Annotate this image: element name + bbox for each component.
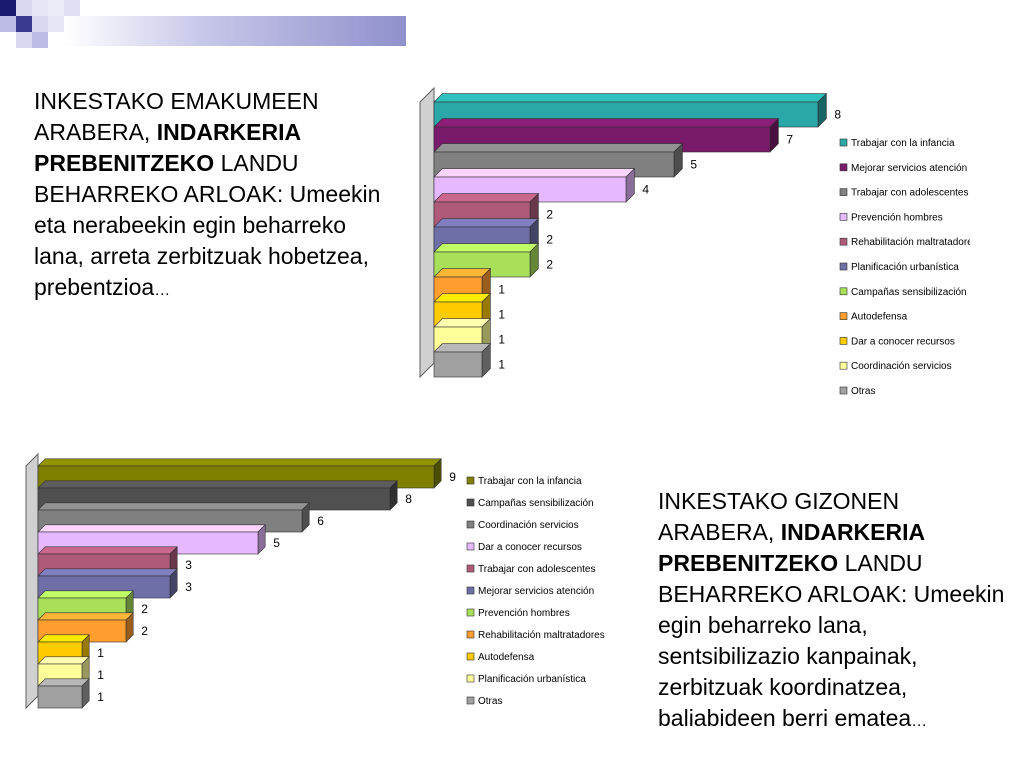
legend-swatch-7 — [466, 608, 475, 617]
value-label-1: 9 — [449, 470, 456, 484]
legend-item-7: Campañas sensibilización — [851, 287, 967, 298]
legend-swatch-6 — [466, 586, 475, 595]
chart-wall — [25, 452, 39, 710]
value-label-6: 2 — [546, 233, 553, 247]
legend-swatch-5 — [466, 564, 475, 573]
bar-11 — [37, 678, 90, 709]
legend-item-11: Otras — [851, 386, 875, 397]
decor-square-lavender-9 — [48, 16, 64, 32]
legend-swatch-3 — [839, 188, 848, 196]
legend-item-6: Mejorar servicios atención — [478, 586, 594, 597]
legend-item-5: Trabajar con adolescentes — [478, 564, 595, 575]
legend-item-7: Prevención hombres — [478, 608, 570, 619]
value-label-2: 8 — [405, 492, 412, 506]
legend-swatch-11 — [839, 386, 848, 395]
legend-swatch-8 — [839, 312, 848, 320]
men-text-ellipsis: … — [911, 713, 928, 730]
legend-swatch-3 — [466, 520, 475, 529]
legend-item-11: Otras — [478, 696, 502, 707]
legend-item-8: Autodefensa — [851, 312, 908, 323]
legend-item-9: Dar a conocer recursos — [851, 336, 955, 347]
value-label-10: 1 — [97, 668, 104, 682]
value-label-11: 1 — [97, 690, 104, 704]
value-label-7: 2 — [141, 602, 148, 616]
bar-11 — [433, 342, 492, 378]
decor-square-lavender-4 — [32, 16, 48, 32]
legend-item-2: Campañas sensibilización — [478, 498, 594, 509]
women-text-bold: INDARKERIA PREBENITZEKO — [34, 119, 301, 176]
decor-square-lavender-2 — [0, 16, 16, 32]
decor-square-lavender-1 — [16, 0, 32, 16]
value-label-11: 1 — [498, 358, 505, 372]
chart-wall — [419, 86, 435, 379]
value-label-1: 8 — [834, 108, 841, 122]
legend-swatch-10 — [839, 361, 848, 370]
value-label-8: 1 — [498, 283, 505, 297]
value-label-5: 2 — [546, 208, 553, 222]
men-bar-chart: 9 8 6 5 3 3 2 2 1 1 1 Trabajar con la infancia Campa… — [25, 452, 605, 710]
decor-square-lavender-7 — [32, 32, 48, 48]
men-survey-text: INKESTAKO GIZONEN ARABERA, INDARKERIA PR… — [658, 486, 1008, 737]
legend-swatch-9 — [839, 337, 848, 345]
legend-swatch-2 — [466, 498, 475, 507]
legend-swatch-6 — [839, 262, 848, 271]
legend-item-10: Planificación urbanística — [478, 674, 586, 685]
legend-item-10: Coordinación servicios — [851, 361, 952, 372]
decor-square-lavender-6 — [48, 0, 64, 16]
value-label-2: 7 — [786, 133, 793, 147]
value-label-3: 5 — [690, 158, 697, 172]
value-label-4: 5 — [273, 536, 280, 550]
legend-item-3: Coordinación servicios — [478, 520, 579, 531]
legend-item-5: Rehabilitación maltratadores — [851, 237, 970, 248]
legend-swatch-2 — [839, 163, 848, 172]
legend-swatch-5 — [839, 237, 848, 246]
legend-swatch-1 — [839, 138, 848, 147]
men-text-part1: INKESTAKO GIZONEN ARABERA, — [658, 488, 900, 545]
value-label-9: 1 — [498, 308, 505, 322]
women-text-part1: INKESTAKO EMAKUMEEN ARABERA, — [34, 88, 319, 145]
legend-item-8: Rehabilitación maltratadores — [478, 630, 605, 641]
decor-square-navy-2 — [16, 16, 32, 32]
value-label-6: 3 — [185, 580, 192, 594]
value-label-4: 4 — [642, 183, 649, 197]
decor-square-navy — [0, 0, 16, 16]
women-text-ellipsis: … — [154, 282, 171, 299]
value-label-3: 6 — [317, 514, 324, 528]
legend-swatch-9 — [466, 652, 475, 661]
value-label-8: 2 — [141, 624, 148, 638]
value-label-9: 1 — [97, 646, 104, 660]
men-text-bold: INDARKERIA PREBENITZEKO — [658, 519, 925, 576]
legend-item-2: Mejorar servicios atención — [851, 163, 967, 174]
legend-item-4: Prevención hombres — [851, 212, 943, 223]
legend-item-4: Dar a conocer recursos — [478, 542, 582, 553]
women-text-part2: LANDU BEHARREKO ARLOAK: Umeekin eta nera… — [34, 150, 381, 300]
legend-item-3: Trabajar con adolescentes — [851, 188, 968, 199]
legend-swatch-7 — [839, 287, 848, 296]
value-label-5: 3 — [185, 558, 192, 572]
legend-swatch-4 — [466, 542, 475, 551]
legend-swatch-11 — [466, 696, 475, 705]
decor-top-bar — [64, 16, 406, 46]
legend-item-6: Planificación urbanística — [851, 262, 959, 273]
value-label-7: 2 — [546, 258, 553, 272]
decor-square-lavender-5 — [16, 32, 32, 48]
bar-2 — [433, 117, 780, 153]
legend-item-1: Trabajar con la infancia — [851, 138, 955, 149]
decor-square-lavender-8 — [64, 0, 80, 16]
legend-item-1: Trabajar con la infancia — [478, 476, 582, 487]
legend-swatch-4 — [839, 213, 848, 221]
women-bar-chart: 8 7 5 4 2 2 2 1 1 1 1 Trabajar con la infancia Mejor… — [419, 86, 970, 397]
men-text-part2: LANDU BEHARREKO ARLOAK: Umeekin egin beh… — [658, 550, 1005, 731]
women-survey-text: INKESTAKO EMAKUMEEN ARABERA, INDARKERIA … — [34, 86, 384, 306]
legend-item-9: Autodefensa — [478, 652, 535, 663]
decor-square-lavender-3 — [32, 0, 48, 16]
legend-swatch-1 — [466, 476, 475, 485]
legend-swatch-8 — [466, 630, 475, 639]
legend-swatch-10 — [466, 674, 475, 683]
value-label-10: 1 — [498, 333, 505, 347]
